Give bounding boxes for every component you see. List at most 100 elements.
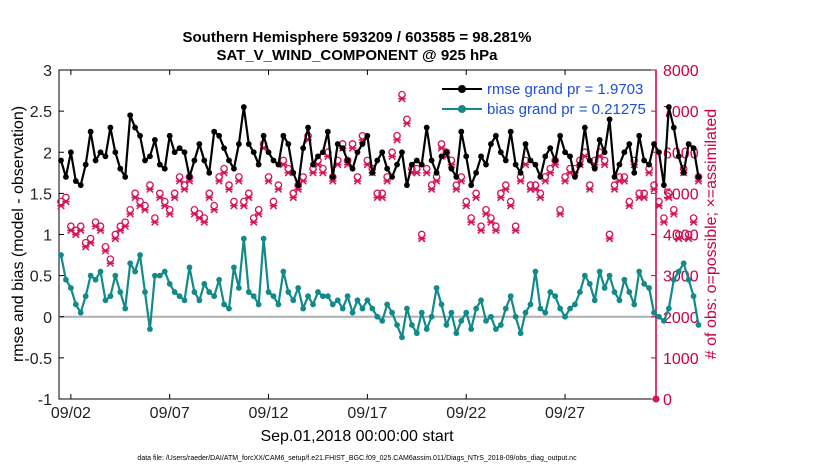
obs-assimilated-marker	[418, 234, 426, 243]
bias-point	[191, 289, 198, 295]
obs-assimilated-marker	[269, 201, 278, 210]
bias-point	[67, 285, 74, 291]
rmse-point	[176, 145, 183, 152]
bias-point	[171, 289, 178, 295]
bias-point	[240, 235, 247, 242]
bias-point	[408, 322, 415, 328]
rmse-point	[443, 149, 450, 156]
obs-assimilated-marker	[432, 177, 441, 185]
plot-frame	[58, 69, 657, 400]
rmse-point	[418, 161, 425, 168]
rmse-point	[166, 132, 173, 139]
x-axis-ticks: 09/02 09/07 09/12 09/17 09/22 09/27	[51, 70, 585, 422]
bias-point	[260, 235, 267, 242]
rmse-point	[156, 161, 163, 168]
rmse-point	[473, 169, 480, 176]
rmse-point	[379, 149, 386, 156]
obs-assimilated-marker	[694, 177, 703, 185]
rmse-point	[468, 182, 475, 189]
rmse-point	[270, 157, 277, 164]
bias-point	[384, 301, 391, 308]
bias-point	[82, 293, 89, 300]
obs-assimilated-marker	[230, 201, 238, 210]
obs-assimilated-marker	[502, 185, 510, 193]
bias-point	[661, 317, 667, 324]
bias-point	[488, 313, 494, 320]
bias-point	[295, 285, 302, 291]
obs-assimilated-marker	[329, 177, 337, 185]
bias-point	[537, 305, 544, 312]
rmse-point	[537, 174, 544, 180]
rmse-point	[191, 157, 198, 164]
bias-point	[394, 322, 400, 328]
rmse-point	[611, 174, 618, 180]
bias-point	[201, 280, 208, 287]
obs-assimilated-marker	[511, 226, 520, 235]
bias-point	[626, 289, 633, 295]
obs-assimilated-marker	[299, 177, 307, 185]
bias-point	[354, 297, 361, 304]
obs-assimilated-marker	[487, 218, 495, 226]
left-tick-label: 2	[43, 145, 52, 162]
obs-assimilated-marker	[363, 160, 372, 169]
bias-point	[270, 293, 277, 300]
bias-point	[601, 285, 608, 291]
obs-assimilated-marker	[462, 201, 470, 210]
bias-point	[389, 309, 395, 316]
obs-assimilated-marker	[551, 160, 559, 169]
obs-assimilated-marker	[245, 193, 253, 202]
rmse-point	[606, 116, 613, 123]
rmse-point	[408, 161, 415, 168]
obs-assimilated-marker	[205, 193, 213, 202]
bias-point	[280, 268, 287, 275]
bias-point	[611, 289, 618, 295]
obs-assimilated-marker	[492, 226, 500, 235]
bias-point	[176, 293, 183, 300]
bias-point	[483, 317, 489, 324]
bias-point	[58, 252, 64, 258]
rmse-point	[394, 161, 400, 168]
bias-point	[492, 326, 499, 332]
obs-assimilated-marker	[77, 226, 85, 235]
bias-point	[567, 305, 573, 312]
bias-point	[433, 285, 440, 291]
bias-point	[211, 293, 218, 300]
obs-assimilated-marker	[210, 206, 218, 214]
rmse-point	[665, 104, 672, 110]
bias-point	[562, 313, 568, 320]
rmse-point	[206, 169, 213, 176]
rmse-point	[517, 169, 524, 176]
bias-point	[507, 293, 514, 300]
rmse-point	[685, 141, 692, 147]
obs-assimilated-marker	[225, 185, 233, 193]
rmse-point	[586, 157, 593, 164]
rmse-point	[107, 124, 114, 131]
rmse-point	[285, 141, 292, 147]
obs-assimilated-marker	[151, 218, 159, 226]
rmse-point	[453, 174, 460, 180]
left-tick-label: 1.5	[30, 186, 52, 203]
rmse-point	[478, 153, 484, 160]
rmse-point	[646, 161, 652, 168]
rmse-point	[186, 174, 193, 180]
rmse-point	[265, 149, 272, 156]
rmse-point	[404, 182, 410, 189]
left-tick-label: 1	[43, 228, 52, 245]
bias-point	[576, 289, 583, 295]
obs-assimilated-marker	[581, 152, 589, 161]
obs-assimilated-marker	[319, 169, 327, 177]
bias-point	[196, 297, 203, 304]
rmse-point	[636, 132, 643, 139]
bias-point	[478, 297, 484, 304]
obs-assimilated-marker	[141, 206, 149, 214]
obs-assimilated-marker	[175, 177, 184, 185]
obs-assimilated-marker	[437, 144, 446, 152]
rmse-point	[626, 141, 633, 147]
obs-assimilated-marker	[650, 185, 658, 193]
left-tick-label: -1	[38, 392, 52, 409]
rmse-point	[300, 145, 307, 152]
obs-assimilated-marker	[146, 185, 154, 193]
rmse-point	[122, 174, 129, 180]
rmse-point	[92, 157, 99, 164]
obs-assimilated-marker	[482, 210, 490, 218]
